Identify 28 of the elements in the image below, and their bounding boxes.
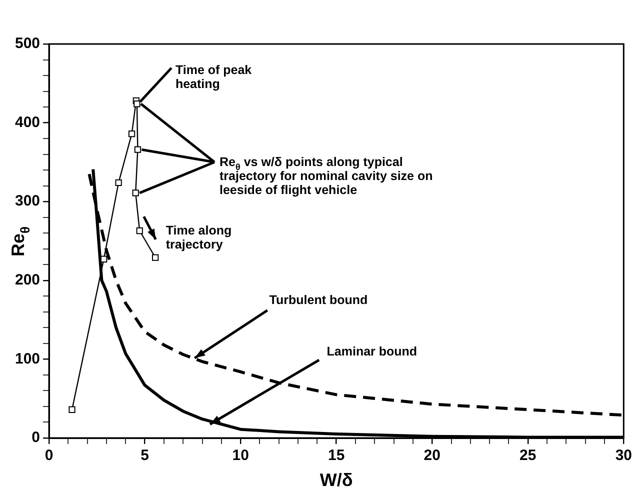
point bbox=[134, 146, 142, 153]
annotation: Time along trajectory bbox=[166, 224, 232, 252]
y-tick-label: 500 bbox=[14, 35, 40, 52]
point bbox=[136, 227, 143, 234]
point bbox=[132, 190, 139, 196]
y-tick-label: 100 bbox=[14, 350, 40, 368]
x-tick-label: 20 bbox=[424, 447, 440, 464]
x-tick-label: 10 bbox=[232, 447, 249, 464]
point bbox=[100, 256, 108, 262]
y-tick-label: 0 bbox=[32, 429, 40, 446]
point bbox=[134, 100, 140, 108]
x-axis-title: W/δ bbox=[320, 470, 353, 490]
x-tick-label: 0 bbox=[44, 447, 54, 464]
x-tick-label: 30 bbox=[615, 447, 632, 464]
y-tick-label: 200 bbox=[14, 272, 40, 289]
point bbox=[152, 254, 159, 261]
annotation: Turbulent bound bbox=[269, 293, 368, 308]
y-tick-label: 300 bbox=[14, 192, 40, 210]
x-tick-label: 25 bbox=[520, 447, 536, 464]
x-tick-label: 15 bbox=[328, 447, 345, 464]
annotation: Time of peak heating bbox=[175, 62, 252, 91]
y-axis-title: Reθ bbox=[8, 226, 32, 257]
y-tick-label: 400 bbox=[14, 114, 40, 131]
point bbox=[128, 130, 136, 138]
annotation: Laminar bound bbox=[326, 344, 418, 358]
x-tick-label: 5 bbox=[140, 447, 149, 464]
point bbox=[115, 179, 122, 186]
point bbox=[68, 406, 76, 413]
